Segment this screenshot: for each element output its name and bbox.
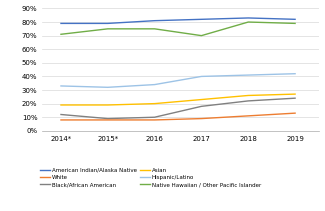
White [293,112,297,114]
Native Hawaiian / Other Pacific Islander [153,28,157,30]
Black/African American [293,97,297,99]
Hispanic/Latino [59,85,63,87]
Line: American Indian/Alaska Native: American Indian/Alaska Native [61,18,295,23]
White [106,119,110,121]
Native Hawaiian / Other Pacific Islander [59,33,63,35]
White [59,119,63,121]
Hispanic/Latino [246,74,250,76]
Native Hawaiian / Other Pacific Islander [106,28,110,30]
Native Hawaiian / Other Pacific Islander [293,22,297,25]
White [200,117,203,120]
Black/African American [200,105,203,108]
Asian [293,93,297,95]
American Indian/Alaska Native [153,19,157,22]
Hispanic/Latino [153,83,157,86]
Line: Black/African American: Black/African American [61,98,295,119]
White [246,115,250,117]
Line: Asian: Asian [61,94,295,105]
Line: Native Hawaiian / Other Pacific Islander: Native Hawaiian / Other Pacific Islander [61,22,295,36]
Black/African American [106,117,110,120]
Asian [200,98,203,101]
American Indian/Alaska Native [106,22,110,25]
Legend: American Indian/Alaska Native, White, Black/African American, Asian, Hispanic/La: American Indian/Alaska Native, White, Bl… [40,168,261,187]
Hispanic/Latino [293,72,297,75]
Asian [59,104,63,106]
American Indian/Alaska Native [293,18,297,21]
American Indian/Alaska Native [246,17,250,19]
American Indian/Alaska Native [59,22,63,25]
Hispanic/Latino [200,75,203,78]
Black/African American [59,113,63,116]
Native Hawaiian / Other Pacific Islander [246,21,250,23]
Asian [106,104,110,106]
American Indian/Alaska Native [200,18,203,21]
Asian [246,94,250,97]
Asian [153,102,157,105]
Line: White: White [61,113,295,120]
Native Hawaiian / Other Pacific Islander [200,34,203,37]
Black/African American [153,116,157,119]
Hispanic/Latino [106,86,110,89]
Line: Hispanic/Latino: Hispanic/Latino [61,74,295,87]
White [153,119,157,121]
Black/African American [246,100,250,102]
